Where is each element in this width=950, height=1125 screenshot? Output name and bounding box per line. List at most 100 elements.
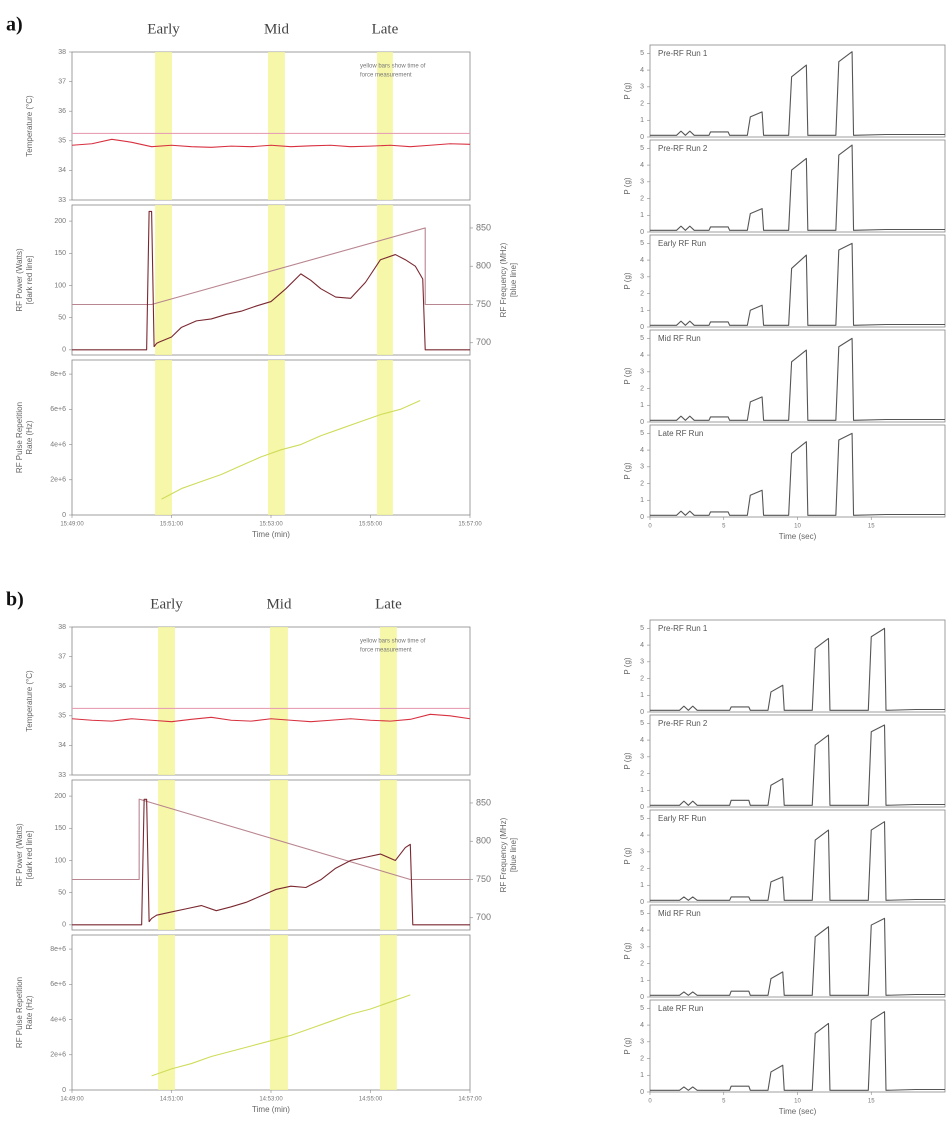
highlight-band <box>270 935 288 1090</box>
y-tick-label: 4 <box>640 162 644 169</box>
y-tick-label: 2e+6 <box>50 477 66 484</box>
y-axis-label: [dark red line] <box>25 256 34 304</box>
x-tick-label: 15:51:00 <box>160 522 184 528</box>
y-tick-label: 2 <box>640 480 644 487</box>
y-tick-label: 4e+6 <box>50 441 66 448</box>
series-line <box>72 210 470 351</box>
y-tick-label: 5 <box>640 50 644 57</box>
y-tick-label: 38 <box>58 624 66 631</box>
highlight-band <box>158 935 175 1090</box>
highlight-band <box>270 627 288 775</box>
series-line <box>72 798 470 926</box>
y-tick-label: 5 <box>640 335 644 342</box>
highlight-band <box>376 360 393 515</box>
y-tick-label: 6e+6 <box>50 981 66 988</box>
note-text: force measurement <box>360 648 412 654</box>
y-tick-label: 2 <box>640 100 644 107</box>
y-tick-label: 3 <box>640 849 644 856</box>
y-tick-label: 2 <box>640 385 644 392</box>
y-tick-label: 150 <box>54 825 66 832</box>
y-tick-label: 1 <box>640 212 644 219</box>
y-tick-label: 6e+6 <box>50 406 66 413</box>
y-tick-label: 3 <box>640 369 644 376</box>
y-tick-label: 4 <box>640 257 644 264</box>
y2-tick-label: 850 <box>476 222 491 232</box>
chart-title: Early RF Run <box>658 814 706 823</box>
series-line <box>650 51 945 136</box>
note-text: yellow bars show time of <box>360 64 426 70</box>
x-tick-label: 15 <box>868 524 875 530</box>
y-tick-label: 1 <box>640 882 644 889</box>
y-tick-label: 0 <box>640 899 644 906</box>
y-axis-label: P (g) <box>623 847 632 865</box>
phase-label: Mid <box>264 21 290 37</box>
y-tick-label: 1 <box>640 787 644 794</box>
y-tick-label: 37 <box>58 653 66 660</box>
y-tick-label: 4e+6 <box>50 1016 66 1023</box>
y-tick-label: 36 <box>58 108 66 115</box>
y-axis-label: RF Pulse Repetition <box>15 402 24 473</box>
y2-axis-label: RF Frequency (MHz) <box>499 242 508 317</box>
x-tick-label: 10 <box>794 524 801 530</box>
y-tick-label: 8e+6 <box>50 371 66 378</box>
y-tick-label: 2 <box>640 770 644 777</box>
x-tick-label: 15 <box>868 1099 875 1105</box>
panel-label: b) <box>6 589 24 611</box>
plot-frame <box>649 44 946 138</box>
y-tick-label: 2 <box>640 960 644 967</box>
series-line <box>72 798 470 881</box>
y-axis-label: RF Power (Watts) <box>15 248 24 312</box>
y-tick-label: 0 <box>62 347 66 354</box>
y-tick-label: 5 <box>640 625 644 632</box>
y-tick-label: 2 <box>640 675 644 682</box>
y-tick-label: 0 <box>62 922 66 929</box>
y-tick-label: 5 <box>640 720 644 727</box>
highlight-band <box>376 205 393 355</box>
y2-tick-label: 700 <box>476 337 491 347</box>
y-tick-label: 4 <box>640 352 644 359</box>
x-axis-label: Time (sec) <box>779 1107 817 1116</box>
x-tick-label: 5 <box>722 524 726 530</box>
plot-frame <box>649 234 946 328</box>
plot-frame <box>649 424 946 518</box>
y-tick-label: 8e+6 <box>50 946 66 953</box>
x-tick-label: 14:51:00 <box>160 1097 184 1103</box>
y-tick-label: 4 <box>640 737 644 744</box>
phase-label: Late <box>372 21 399 37</box>
x-axis-label: Time (sec) <box>779 532 817 541</box>
series-line <box>650 821 945 901</box>
y2-tick-label: 750 <box>476 874 491 884</box>
y-tick-label: 200 <box>54 218 66 225</box>
panel-label: a) <box>6 14 23 36</box>
y-tick-label: 4 <box>640 1022 644 1029</box>
y-tick-label: 0 <box>640 1089 644 1096</box>
y-tick-label: 0 <box>640 229 644 236</box>
y2-axis-label: [blue line] <box>509 263 518 297</box>
chart-title: Pre-RF Run 2 <box>658 719 708 728</box>
y-tick-label: 35 <box>58 713 66 720</box>
y-axis-label: Rate (Hz) <box>25 995 34 1030</box>
y-tick-label: 1 <box>640 1072 644 1079</box>
series-line <box>650 242 945 326</box>
y-tick-label: 4 <box>640 447 644 454</box>
y-tick-label: 0 <box>640 804 644 811</box>
y-tick-label: 37 <box>58 78 66 85</box>
y-tick-label: 200 <box>54 793 66 800</box>
y-tick-label: 1 <box>640 307 644 314</box>
y-tick-label: 5 <box>640 1005 644 1012</box>
y-tick-label: 2 <box>640 290 644 297</box>
y-tick-label: 35 <box>58 138 66 145</box>
y-tick-label: 3 <box>640 464 644 471</box>
y-tick-label: 3 <box>640 659 644 666</box>
y-tick-label: 0 <box>640 324 644 331</box>
chart-title: Mid RF Run <box>658 909 701 918</box>
series-line <box>650 724 945 806</box>
y-tick-label: 0 <box>640 994 644 1001</box>
highlight-band <box>158 780 175 930</box>
y-tick-label: 5 <box>640 910 644 917</box>
series-line <box>71 713 471 723</box>
x-tick-label: 15:49:00 <box>60 522 84 528</box>
y-tick-label: 50 <box>58 315 66 322</box>
y-axis-label: P (g) <box>623 367 632 385</box>
